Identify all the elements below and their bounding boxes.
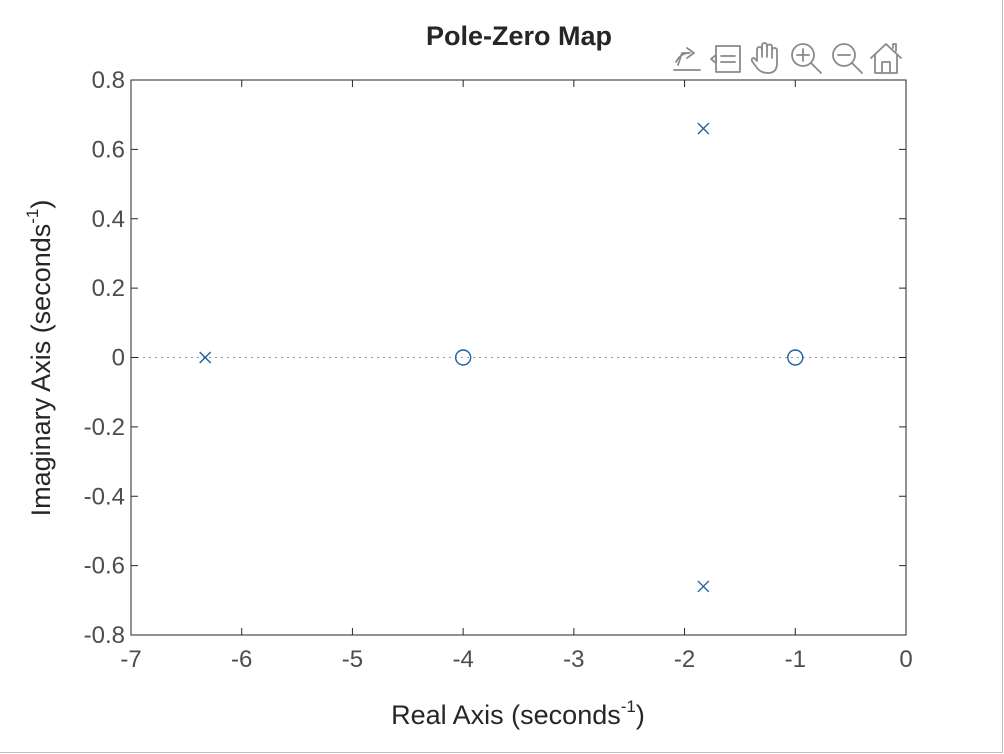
- pole-marker[interactable]: [697, 580, 710, 593]
- y-tick-label: 0.4: [92, 206, 125, 233]
- y-tick-label: 0: [112, 345, 125, 372]
- y-axis-label: Imaginary Axis (seconds-1): [23, 200, 56, 517]
- y-axis-label-main: Imaginary Axis (seconds: [26, 224, 56, 517]
- x-tick-label: -1: [785, 646, 806, 673]
- pole-marker[interactable]: [697, 122, 710, 135]
- x-axis-label: Real Axis (seconds-1): [391, 697, 645, 730]
- pan-icon[interactable]: [748, 40, 784, 76]
- zoom-out-icon[interactable]: [829, 40, 865, 76]
- tick-marks: [130, 79, 907, 636]
- zero-marker[interactable]: [454, 349, 472, 366]
- x-tick-label: -5: [342, 646, 363, 673]
- chart-title: Pole-Zero Map: [426, 21, 612, 51]
- x-tick-label: -3: [563, 646, 584, 673]
- y-axis-label-exponent: -1: [23, 209, 42, 224]
- x-tick-label: -7: [120, 646, 141, 673]
- y-tick-label: -0.8: [84, 622, 125, 649]
- zoom-in-icon[interactable]: [788, 40, 824, 76]
- zero-marker[interactable]: [787, 349, 804, 366]
- y-axis-label-close: ): [26, 200, 56, 209]
- y-tick-label: 0.6: [92, 136, 125, 163]
- axes-toolbar: [670, 40, 904, 76]
- x-axis-label-close: ): [636, 700, 645, 730]
- home-icon[interactable]: [868, 40, 904, 76]
- x-tick-label: -4: [452, 646, 473, 673]
- y-tick-label: 0.8: [92, 67, 125, 94]
- x-tick-labels: -7 -6 -5 -4 -3 -2 -1 0: [120, 646, 912, 673]
- export-icon[interactable]: [670, 40, 706, 76]
- y-tick-label: -0.4: [84, 483, 125, 510]
- x-tick-label: -2: [674, 646, 695, 673]
- y-tick-labels: 0.8 0.6 0.4 0.2 0 -0.2 -0.4 -0.6 -0.8: [84, 67, 125, 649]
- y-tick-label: 0.2: [92, 275, 125, 302]
- y-tick-label: -0.6: [84, 553, 125, 580]
- x-axis-label-main: Real Axis (seconds: [391, 700, 621, 730]
- x-axis-label-exponent: -1: [621, 697, 636, 716]
- axes-box[interactable]: [130, 79, 907, 636]
- pole-marker[interactable]: [199, 351, 212, 364]
- brush-icon[interactable]: [708, 40, 744, 76]
- x-tick-label: -6: [231, 646, 252, 673]
- pole-zero-markers: [199, 122, 804, 593]
- x-tick-label: 0: [899, 646, 912, 673]
- y-tick-label: -0.2: [84, 414, 125, 441]
